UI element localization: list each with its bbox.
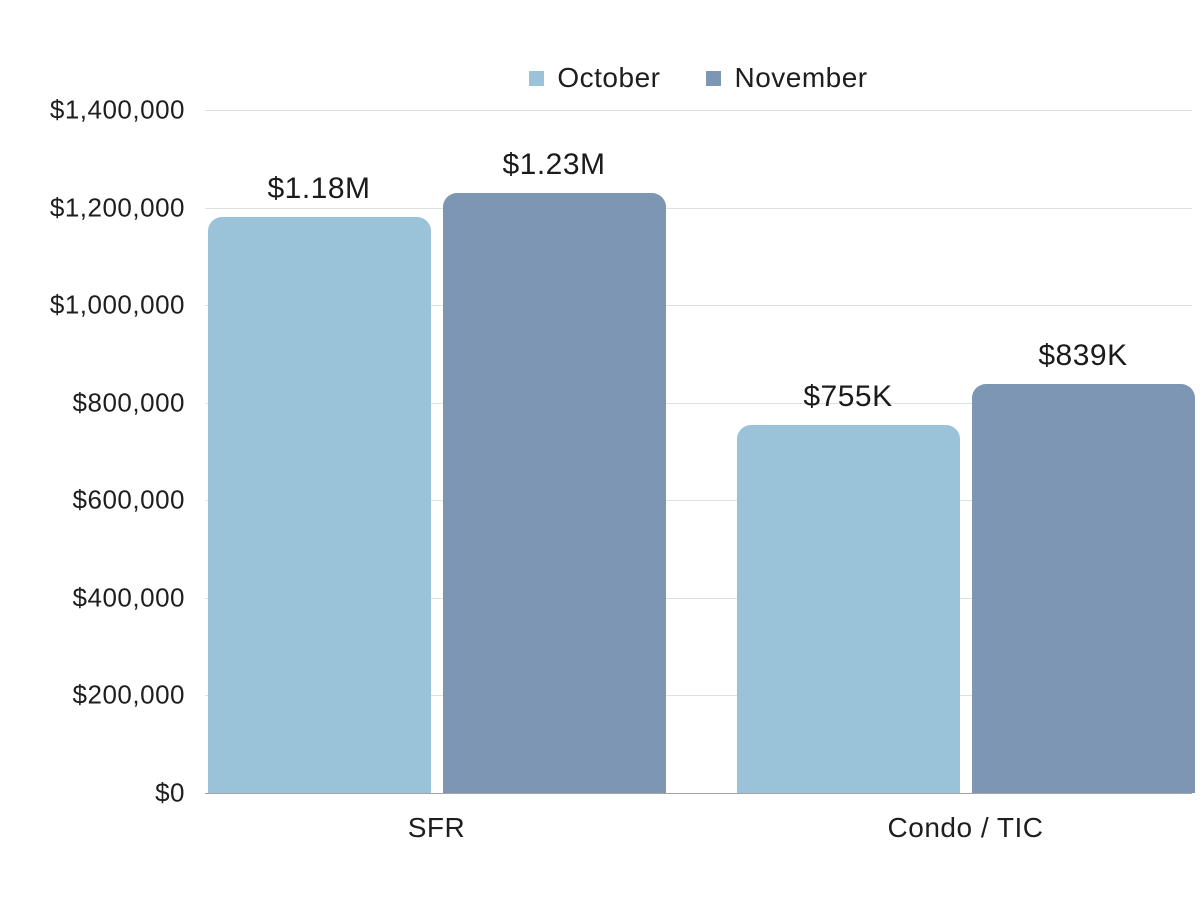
legend-label: November — [734, 62, 868, 93]
y-tick-label: $400,000 — [72, 582, 185, 613]
bar-november-sfr — [442, 192, 666, 793]
x-category-label-sfr: SFR — [407, 812, 466, 843]
gridline — [205, 207, 1192, 209]
y-tick-label: $1,200,000 — [49, 192, 185, 223]
gridline — [205, 695, 1192, 697]
y-tick-label: $200,000 — [72, 679, 185, 710]
y-tick-label: $1,000,000 — [49, 289, 185, 320]
legend-swatch-october — [529, 70, 545, 86]
gridline — [205, 597, 1192, 599]
bar-october-sfr — [207, 217, 431, 793]
y-tick-label: $600,000 — [72, 484, 185, 515]
gridline — [205, 110, 1192, 111]
legend-swatch-november — [706, 70, 722, 86]
y-tick-label: $1,400,000 — [49, 94, 185, 125]
y-tick-label: $800,000 — [72, 387, 185, 418]
x-axis-line — [205, 793, 1192, 794]
chart-legend: October November — [205, 62, 1192, 94]
bar-value-label-october-condo-tic: $755K — [803, 379, 893, 413]
bar-october-condo-tic — [736, 424, 960, 793]
y-tick-label: $0 — [155, 777, 185, 808]
gridline — [205, 305, 1192, 307]
gridline — [205, 500, 1192, 502]
bar-value-label-november-condo-tic: $839K — [1038, 338, 1128, 372]
x-category-label-condo-tic: Condo / TIC — [887, 812, 1044, 843]
bar-value-label-october-sfr: $1.18M — [267, 172, 371, 206]
gridline — [205, 402, 1192, 404]
legend-item-october: October — [529, 62, 660, 94]
legend-label: October — [557, 62, 661, 93]
bar-value-label-november-sfr: $1.23M — [502, 147, 606, 181]
bar-november-condo-tic — [971, 383, 1195, 793]
legend-item-november: November — [706, 62, 867, 94]
